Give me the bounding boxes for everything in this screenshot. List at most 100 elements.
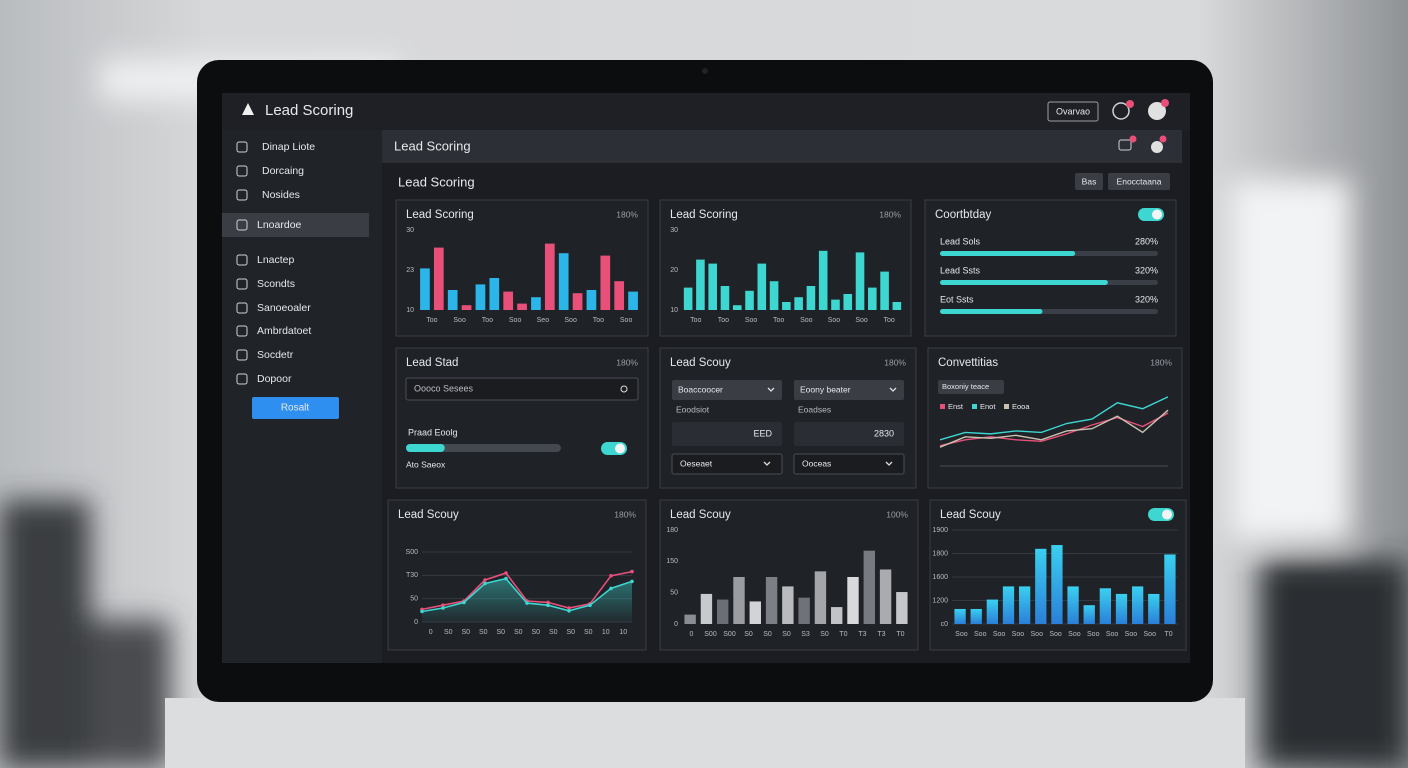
legend-label: Enst — [948, 402, 964, 411]
sidebar-item[interactable]: Dinap Liote — [262, 141, 315, 153]
field-value: 2830 — [874, 428, 894, 438]
bar — [572, 293, 583, 310]
x-tick-label: Soo — [1087, 631, 1100, 638]
field-label: Praad Eoolg — [408, 427, 458, 437]
legend-label: Eooa — [1012, 402, 1030, 411]
point — [588, 603, 592, 607]
bar — [544, 243, 555, 310]
sidebar-icon — [236, 325, 248, 337]
point — [483, 578, 487, 582]
x-tick-label: T3 — [858, 631, 866, 638]
chip-text: Boxoniy teace — [942, 382, 989, 391]
bar — [614, 281, 625, 310]
notification-icon[interactable] — [1112, 102, 1130, 120]
bar — [806, 286, 816, 310]
bar — [733, 577, 745, 624]
bar — [986, 599, 999, 624]
user-icon[interactable] — [1151, 141, 1163, 153]
sidebar-item[interactable]: Dopoor — [257, 373, 292, 385]
card-title: Lead Scouy — [670, 357, 731, 369]
x-tick-label: 10 — [602, 629, 610, 636]
x-tick-label: S0 — [549, 629, 558, 636]
section-button-label: Bas — [1082, 176, 1097, 186]
x-tick-label: S0 — [496, 629, 505, 636]
point — [630, 569, 634, 574]
x-tick-label: Too — [593, 317, 604, 324]
area-fill — [422, 578, 632, 622]
sidebar-item[interactable]: Lnoardoe — [257, 219, 302, 231]
x-tick-label: Soo — [453, 317, 466, 324]
x-tick-label: Soo — [1049, 631, 1062, 638]
point — [630, 579, 634, 584]
x-tick-label: Soo — [745, 317, 758, 324]
sidebar-item[interactable]: Nosides — [262, 189, 300, 201]
y-tick-label: 180 — [666, 527, 678, 534]
row-figure: 280% — [1135, 236, 1158, 246]
bar — [517, 303, 527, 310]
select[interactable] — [794, 380, 904, 400]
sidebar-button[interactable] — [252, 397, 339, 419]
section-button[interactable] — [1108, 173, 1170, 190]
bar — [1115, 593, 1128, 624]
point — [441, 603, 445, 607]
row-figure: 320% — [1135, 265, 1158, 275]
card-badge: 180% — [616, 209, 638, 219]
select-text: Eoony beater — [800, 384, 851, 394]
y-tick-label: 30 — [670, 227, 678, 234]
progress-track — [406, 444, 561, 452]
x-tick-label: Too — [773, 317, 784, 324]
bar — [628, 291, 638, 310]
select[interactable] — [672, 380, 782, 400]
section-button[interactable] — [1075, 173, 1103, 190]
progress-fill — [940, 251, 1076, 256]
bar — [831, 607, 843, 624]
bar — [868, 287, 877, 310]
x-tick-label: Soo — [1068, 631, 1081, 638]
text-input[interactable] — [405, 377, 639, 401]
top-button[interactable] — [1047, 101, 1099, 122]
x-tick-label: Soo — [509, 317, 522, 324]
x-tick-label: S0 — [584, 629, 593, 636]
sidebar-item[interactable]: Dorcaing — [262, 165, 304, 177]
y-tick-label: 0 — [674, 621, 678, 628]
sidebar-icon — [236, 189, 248, 201]
bar — [1018, 586, 1031, 624]
sidebar-item[interactable]: Socdetr — [257, 349, 294, 361]
sidebar-item[interactable]: Ambrdatoet — [257, 325, 311, 337]
sidebar — [222, 130, 382, 663]
sidebar-item[interactable]: Lnactep — [257, 254, 295, 266]
x-tick-label: Soo — [855, 317, 868, 324]
x-tick-label: Too — [718, 317, 729, 324]
chat-icon[interactable] — [1118, 139, 1132, 151]
bar — [1131, 586, 1144, 624]
sidebar-item[interactable]: Sanoeoaler — [257, 302, 311, 314]
x-tick-label: S0 — [763, 631, 772, 638]
card-title: Lead Scouy — [940, 509, 1001, 521]
bar — [683, 287, 693, 310]
select[interactable] — [671, 453, 783, 475]
x-tick-label: Soo — [800, 317, 813, 324]
card — [395, 347, 649, 489]
chip — [938, 380, 1004, 394]
legend-swatch — [940, 404, 945, 409]
bar — [1083, 605, 1095, 624]
select[interactable] — [793, 453, 905, 475]
x-tick-label: 0 — [429, 629, 433, 636]
bar — [782, 586, 794, 624]
bar — [717, 599, 729, 624]
card-title: Lead Scoring — [406, 209, 474, 221]
x-tick-label: S0 — [531, 629, 540, 636]
x-tick-label: S0 — [479, 629, 488, 636]
x-tick-label: Soo — [620, 317, 633, 324]
avatar[interactable] — [1148, 102, 1166, 120]
sidebar-icon — [236, 302, 248, 314]
input-text: Oooco Sesees — [414, 383, 474, 393]
x-tick-label: S00 — [704, 631, 717, 638]
bar — [1099, 588, 1112, 624]
sidebar-item[interactable]: Scondts — [257, 278, 295, 290]
bar — [970, 608, 982, 624]
bar — [489, 278, 500, 310]
bar — [475, 284, 486, 310]
header-bar — [382, 130, 1182, 163]
card — [659, 499, 919, 651]
